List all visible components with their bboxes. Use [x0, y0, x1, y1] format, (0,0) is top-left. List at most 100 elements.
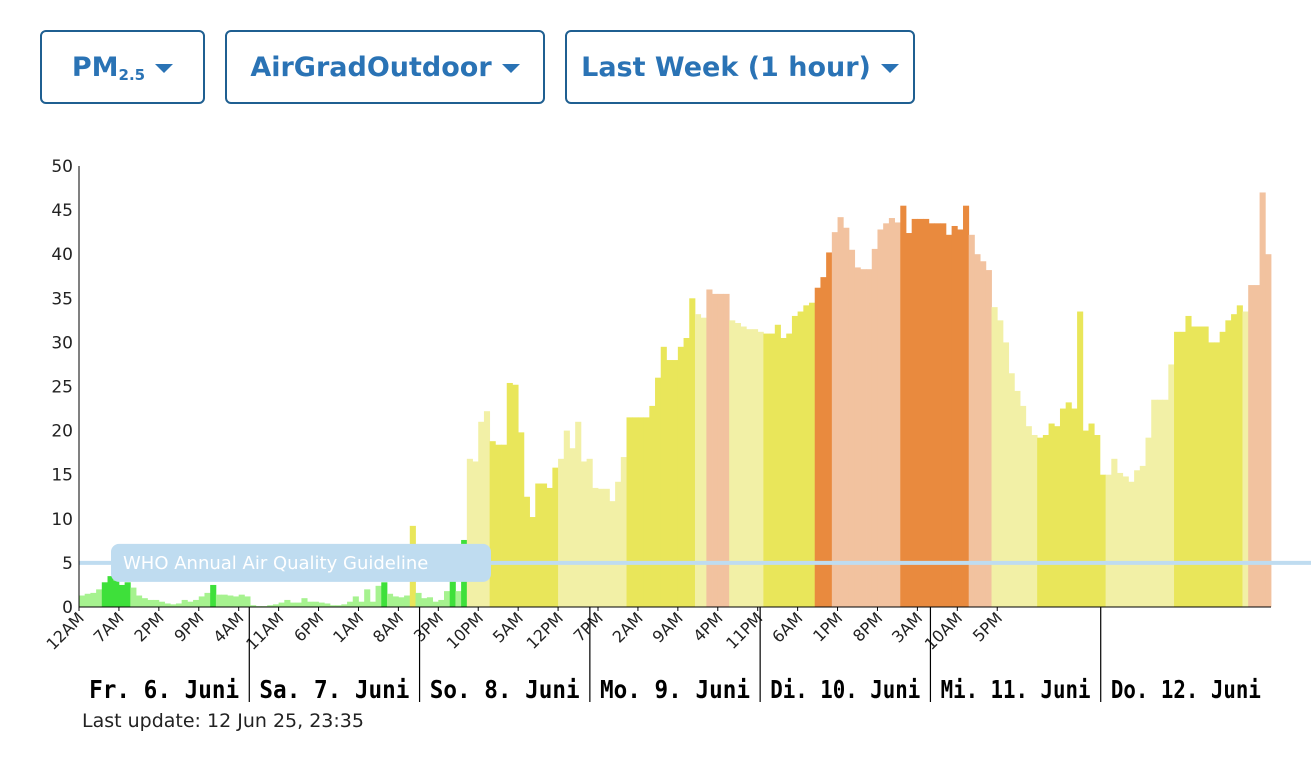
- bar: [963, 205, 970, 607]
- bar: [700, 317, 707, 607]
- bar: [278, 602, 285, 607]
- bar: [101, 582, 108, 607]
- bar: [158, 601, 165, 607]
- bar: [677, 346, 684, 607]
- bar: [381, 582, 388, 607]
- time-range-dropdown[interactable]: Last Week (1 hour): [565, 30, 915, 104]
- bar: [940, 223, 947, 607]
- bar: [1225, 320, 1232, 607]
- bar: [347, 601, 354, 607]
- day-label: Fr. 6. Juni: [89, 675, 239, 704]
- bar: [375, 585, 382, 607]
- y-tick-label: 45: [51, 201, 73, 221]
- y-axis-ticks: 0 5 10 15 20 25 30 35 40 45 50: [51, 157, 73, 618]
- bar: [1185, 315, 1192, 607]
- bar: [649, 405, 656, 607]
- bar: [672, 360, 679, 607]
- bar: [888, 218, 895, 608]
- bar: [740, 326, 747, 607]
- bar: [786, 333, 793, 607]
- bar: [814, 287, 821, 607]
- bar: [227, 595, 234, 607]
- bar: [284, 599, 291, 607]
- bar: [1145, 437, 1152, 607]
- bar: [843, 227, 850, 608]
- bar: [1008, 373, 1015, 607]
- bar: [558, 458, 565, 607]
- bar: [860, 269, 867, 607]
- bar: [575, 421, 582, 607]
- bar: [546, 487, 553, 607]
- bar: [489, 441, 496, 607]
- bar: [1002, 342, 1010, 607]
- sensor-dropdown[interactable]: AirGradOutdoor: [225, 30, 545, 104]
- y-tick-label: 0: [62, 598, 73, 618]
- bar: [655, 377, 662, 607]
- x-tick-label: 8AM: [369, 608, 407, 646]
- bar: [729, 320, 736, 607]
- bar: [632, 417, 639, 607]
- bar: [706, 289, 713, 607]
- bar: [694, 314, 702, 607]
- bar: [854, 267, 861, 607]
- bar: [523, 496, 530, 607]
- metric-dropdown[interactable]: PM 2.5: [40, 30, 205, 104]
- day-label: Do. 12. Juni: [1111, 675, 1261, 704]
- x-tick-label: 3PM: [410, 608, 447, 645]
- day-label: Sa. 7. Juni: [259, 675, 409, 704]
- who-guideline-badge: [111, 543, 491, 582]
- bar: [689, 298, 696, 607]
- bar: [1099, 474, 1106, 607]
- bar: [1122, 476, 1129, 607]
- bar: [780, 337, 787, 607]
- metric-subscript: 2.5: [118, 66, 146, 84]
- bar: [1162, 399, 1169, 607]
- caret-down-icon: [880, 63, 899, 73]
- bar: [1065, 402, 1072, 607]
- x-tick-label: 4PM: [689, 608, 726, 645]
- bar: [535, 483, 542, 607]
- bar: [774, 324, 781, 607]
- y-tick-label: 10: [51, 510, 73, 530]
- bar: [518, 432, 525, 607]
- bar: [569, 448, 576, 607]
- bar: [175, 603, 183, 607]
- bar: [615, 481, 622, 607]
- y-tick-label: 30: [51, 333, 73, 353]
- bar: [997, 320, 1004, 607]
- bar: [1111, 458, 1118, 607]
- bar-series: [79, 192, 1272, 608]
- x-tick-label: 1PM: [809, 608, 846, 645]
- bar: [848, 249, 856, 608]
- bar: [900, 205, 907, 607]
- x-tick-label: 6AM: [768, 608, 806, 646]
- bar: [318, 602, 325, 607]
- bar: [444, 591, 451, 607]
- bar: [1174, 331, 1181, 607]
- bar: [883, 223, 890, 607]
- bar: [957, 229, 964, 607]
- bar: [124, 582, 131, 607]
- bar: [238, 594, 245, 607]
- bar: [352, 596, 359, 607]
- bar: [968, 234, 975, 608]
- x-tick-label: 9AM: [649, 608, 687, 646]
- bar: [837, 217, 844, 607]
- x-tick-label: 7AM: [90, 608, 128, 646]
- bar: [552, 467, 559, 607]
- bar: [1253, 285, 1260, 607]
- bar: [923, 218, 930, 608]
- bar: [620, 457, 627, 607]
- bar: [598, 488, 605, 607]
- x-tick-label: 10AM: [921, 608, 966, 653]
- bar: [341, 604, 348, 607]
- caret-down-icon: [501, 63, 520, 73]
- bar: [1231, 314, 1238, 607]
- bar: [1088, 423, 1095, 607]
- bar: [991, 307, 998, 607]
- bar: [637, 417, 645, 607]
- bar: [1242, 311, 1249, 607]
- bar: [723, 293, 730, 607]
- bar: [478, 421, 485, 607]
